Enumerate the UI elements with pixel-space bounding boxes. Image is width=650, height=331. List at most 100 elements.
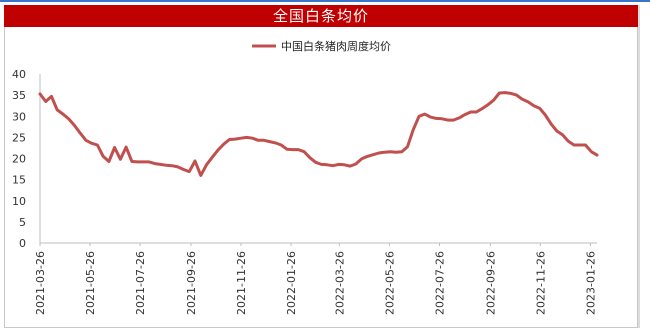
data-point — [56, 108, 59, 111]
data-point — [509, 92, 512, 95]
data-point — [561, 133, 564, 136]
data-point — [39, 92, 42, 95]
data-point — [188, 170, 191, 173]
data-point — [469, 111, 472, 114]
data-point — [527, 100, 530, 103]
data-point — [79, 132, 82, 135]
data-point — [354, 163, 357, 166]
data-point — [590, 150, 593, 153]
data-point — [573, 144, 576, 147]
data-point — [544, 114, 547, 117]
data-point — [308, 156, 311, 159]
data-point — [349, 165, 352, 168]
data-point — [418, 115, 421, 118]
data-point — [441, 117, 444, 120]
chart-area — [4, 27, 638, 328]
data-point — [326, 163, 329, 166]
data-point — [125, 146, 128, 149]
data-point — [90, 142, 93, 145]
chart-title: 全国白条均价 — [4, 5, 638, 27]
x-tick-label: 2021-09-26 — [185, 251, 198, 315]
data-point — [222, 143, 225, 146]
data-point — [458, 116, 461, 119]
data-point — [268, 140, 271, 143]
data-point — [337, 163, 340, 166]
x-tick-label: 2022-07-26 — [433, 251, 446, 315]
data-point — [383, 151, 386, 154]
data-point — [165, 164, 168, 167]
x-tick-label: 2022-03-26 — [333, 251, 346, 315]
data-point — [550, 122, 553, 125]
x-tick-label: 2021-11-26 — [235, 251, 248, 315]
data-point — [285, 148, 288, 151]
data-point — [360, 157, 363, 160]
data-point — [84, 139, 87, 142]
y-tick-label: 40 — [12, 68, 26, 81]
data-point — [245, 136, 248, 139]
data-point — [50, 95, 53, 98]
data-point — [475, 111, 478, 114]
data-point — [257, 139, 260, 142]
data-point — [532, 104, 535, 107]
data-point — [538, 107, 541, 110]
data-point — [435, 117, 438, 120]
data-point — [73, 124, 76, 127]
data-point — [142, 160, 145, 163]
data-point — [171, 164, 174, 167]
data-point — [130, 160, 133, 163]
data-point — [211, 156, 214, 159]
data-point — [596, 154, 599, 157]
data-point — [262, 139, 265, 142]
y-tick-label: 15 — [12, 174, 26, 187]
data-point — [297, 148, 300, 151]
data-point — [423, 113, 426, 116]
x-tick-label: 2022-05-26 — [383, 251, 396, 315]
data-point — [136, 160, 139, 163]
data-point — [205, 163, 208, 166]
data-point — [555, 130, 558, 133]
y-tick-label: 35 — [12, 89, 26, 102]
data-point — [119, 158, 122, 161]
data-point — [107, 160, 110, 163]
data-point — [320, 163, 323, 166]
y-tick-label: 30 — [12, 110, 26, 123]
data-point — [400, 150, 403, 153]
data-point — [515, 94, 518, 97]
data-point — [486, 103, 489, 106]
data-point — [228, 138, 231, 141]
legend-label: 中国白条猪肉周度均价 — [281, 39, 391, 53]
data-point — [395, 151, 398, 154]
data-point — [406, 145, 409, 148]
data-point — [331, 164, 334, 167]
data-point — [148, 160, 151, 163]
data-point — [446, 119, 449, 122]
data-point — [366, 155, 369, 158]
data-point — [389, 150, 392, 153]
data-point — [314, 161, 317, 164]
top-accent-line — [0, 0, 650, 2]
data-point — [504, 91, 507, 94]
y-tick-label: 5 — [19, 216, 26, 229]
x-tick-label: 2022-01-26 — [285, 251, 298, 315]
data-point — [62, 113, 65, 116]
data-point — [44, 100, 47, 103]
data-point — [463, 113, 466, 116]
x-tick-label: 2021-05-26 — [84, 251, 97, 315]
data-point — [291, 148, 294, 151]
data-point — [492, 99, 495, 102]
x-tick-label: 2021-03-26 — [34, 251, 47, 315]
data-point — [102, 155, 105, 158]
data-point — [452, 119, 455, 122]
data-point — [280, 144, 283, 147]
data-point — [199, 174, 202, 177]
data-point — [240, 137, 243, 140]
data-point — [153, 162, 156, 165]
data-point — [176, 165, 179, 168]
y-tick-label: 0 — [19, 237, 26, 250]
data-point — [113, 146, 116, 149]
x-tick-label: 2021-07-26 — [134, 251, 147, 315]
data-point — [429, 116, 432, 119]
data-point — [584, 144, 587, 147]
